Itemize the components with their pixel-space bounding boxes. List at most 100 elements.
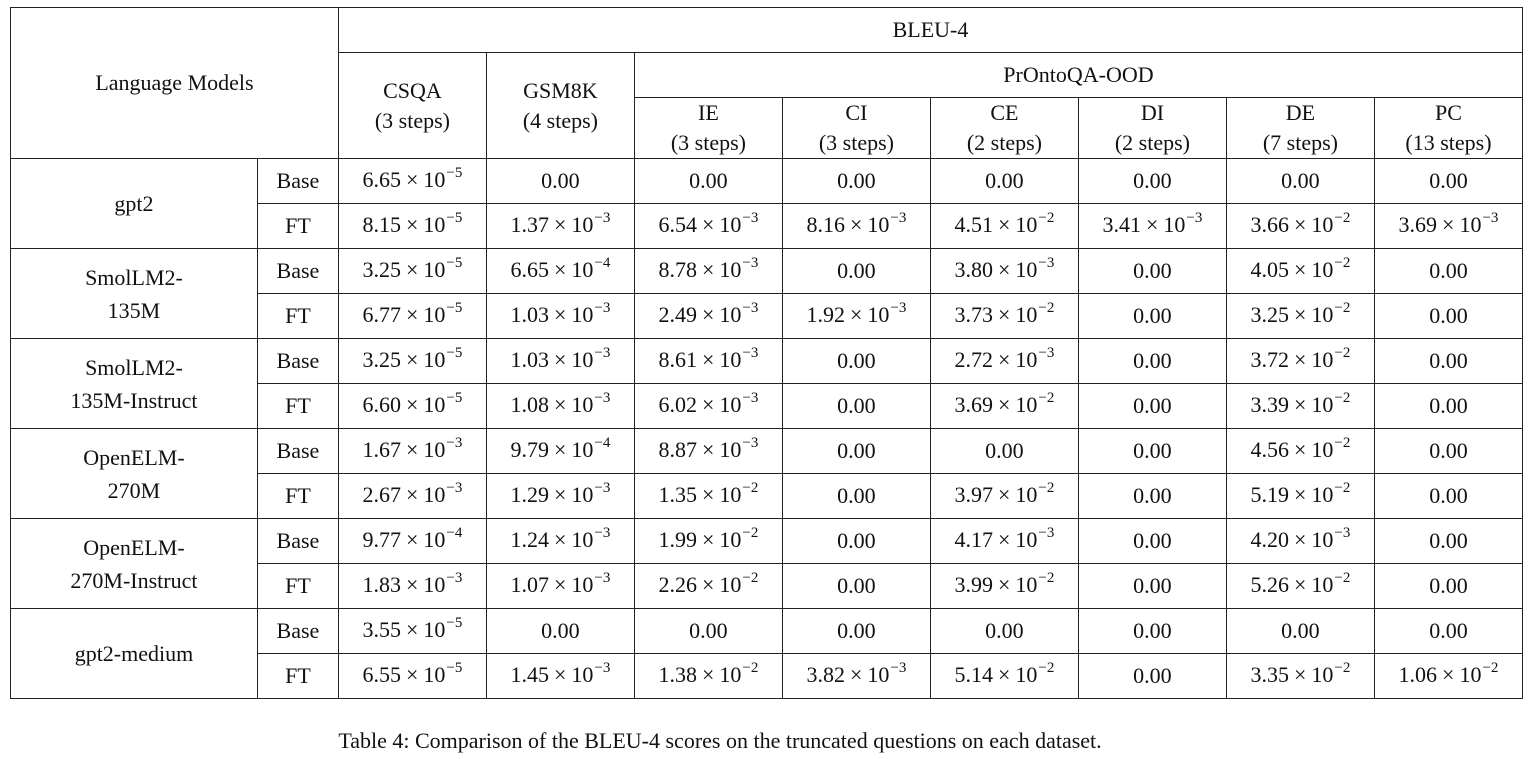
column-name: CE: [990, 100, 1019, 125]
times-sign: ×: [405, 661, 419, 687]
score-cell: 0.00: [633, 608, 783, 654]
mantissa: 0.00: [1133, 573, 1172, 598]
score-cell: 0.00: [929, 158, 1079, 204]
score-cell: 2.67 × 10−3: [337, 473, 487, 519]
mantissa: 0.00: [1133, 348, 1172, 373]
score-cell: 0.00: [1373, 473, 1524, 519]
base-ten: 10: [719, 661, 742, 687]
mantissa: 1.83: [362, 571, 401, 597]
column-name: IE: [698, 100, 719, 125]
score-cell: 3.97 × 10−2: [929, 473, 1079, 519]
mantissa: 1.67: [362, 436, 401, 462]
score-cell: 3.25 × 10−5: [337, 338, 487, 384]
mantissa: 6.77: [362, 301, 401, 327]
mantissa: 1.03: [510, 346, 549, 372]
mantissa: 1.92: [806, 301, 845, 327]
base-ten: 10: [423, 526, 446, 552]
mantissa: 0.00: [541, 618, 580, 643]
model-name-line: 135M-Instruct: [70, 387, 198, 413]
exponent: −3: [594, 344, 611, 361]
mantissa: 0.00: [985, 168, 1024, 193]
base-ten: 10: [423, 481, 446, 507]
mantissa: 9.79: [510, 436, 549, 462]
score-cell: 6.54 × 10−3: [633, 203, 783, 249]
times-sign: ×: [553, 391, 567, 417]
exponent: −2: [742, 479, 759, 496]
column-name: CI: [845, 100, 868, 125]
times-sign: ×: [997, 526, 1011, 552]
column-name: DI: [1140, 100, 1165, 125]
mantissa: 0.00: [837, 528, 876, 553]
exponent: −2: [1334, 479, 1351, 496]
exponent: −4: [446, 524, 463, 541]
base-ten: 10: [1015, 256, 1038, 282]
score-cell: 8.78 × 10−3: [633, 248, 783, 294]
base-ten: 10: [571, 526, 594, 552]
mantissa: 0.00: [1429, 348, 1468, 373]
exponent: −3: [594, 479, 611, 496]
base-ten: 10: [571, 211, 594, 237]
score-cell: 0.00: [781, 428, 931, 474]
mantissa: 0.00: [1133, 303, 1172, 328]
score-cell: 6.65 × 10−4: [485, 248, 635, 294]
exponent: −3: [742, 434, 759, 451]
times-sign: ×: [405, 526, 419, 552]
base-ten: 10: [1015, 526, 1038, 552]
language-models-header: Language Models: [10, 7, 339, 159]
exponent: −2: [1038, 389, 1055, 406]
mantissa: 0.00: [1133, 258, 1172, 283]
mantissa: 3.25: [1250, 301, 1289, 327]
column-steps: (3 steps): [818, 130, 894, 155]
mantissa: 1.07: [510, 571, 549, 597]
mantissa: 4.51: [954, 211, 993, 237]
mantissa: 8.78: [658, 256, 697, 282]
exponent: −3: [742, 389, 759, 406]
times-sign: ×: [1293, 436, 1307, 462]
score-cell: 6.02 × 10−3: [633, 383, 783, 429]
mantissa: 0.00: [1429, 528, 1468, 553]
exponent: −2: [1038, 479, 1055, 496]
score-cell: 0.00: [1373, 563, 1524, 609]
score-cell: 0.00: [1077, 158, 1227, 204]
times-sign: ×: [997, 346, 1011, 372]
mantissa: 6.65: [362, 166, 401, 192]
column-header-di: DI (2 steps): [1077, 97, 1227, 159]
score-cell: 0.00: [929, 428, 1079, 474]
column-steps: (3 steps): [374, 107, 450, 133]
score-cell: 1.03 × 10−3: [485, 338, 635, 384]
mantissa: 0.00: [985, 438, 1024, 463]
exponent: −3: [1186, 209, 1203, 226]
base-ten: 10: [1311, 301, 1334, 327]
base-ten: 10: [571, 346, 594, 372]
exponent: −2: [742, 524, 759, 541]
score-cell: 0.00: [1225, 608, 1375, 654]
exponent: −5: [446, 209, 463, 226]
base-ten: 10: [423, 211, 446, 237]
base-ten: 10: [1311, 256, 1334, 282]
base-ten: 10: [571, 256, 594, 282]
mantissa: 1.35: [658, 481, 697, 507]
times-sign: ×: [701, 571, 715, 597]
exponent: −2: [1334, 299, 1351, 316]
score-cell: 1.35 × 10−2: [633, 473, 783, 519]
score-cell: 0.00: [1077, 563, 1227, 609]
mantissa: 0.00: [1429, 573, 1468, 598]
base-ten: 10: [1015, 661, 1038, 687]
base-ten: 10: [1015, 211, 1038, 237]
times-sign: ×: [997, 661, 1011, 687]
metric-header: BLEU-4: [337, 7, 1524, 53]
base-ten: 10: [1311, 436, 1334, 462]
times-sign: ×: [701, 661, 715, 687]
times-sign: ×: [1145, 211, 1159, 237]
base-ten: 10: [867, 211, 890, 237]
table-row: FT 6.55 × 10−5 1.45 × 10−3 1.38 × 10−2 3.82 × 10−3 5.…: [11, 653, 1524, 699]
base-ten: 10: [423, 571, 446, 597]
exponent: −3: [890, 299, 907, 316]
exponent: −3: [594, 389, 611, 406]
times-sign: ×: [849, 211, 863, 237]
column-name: DE: [1285, 100, 1316, 125]
base-ten: 10: [867, 661, 890, 687]
score-cell: 3.55 × 10−5: [337, 608, 487, 654]
times-sign: ×: [701, 346, 715, 372]
times-sign: ×: [1293, 481, 1307, 507]
